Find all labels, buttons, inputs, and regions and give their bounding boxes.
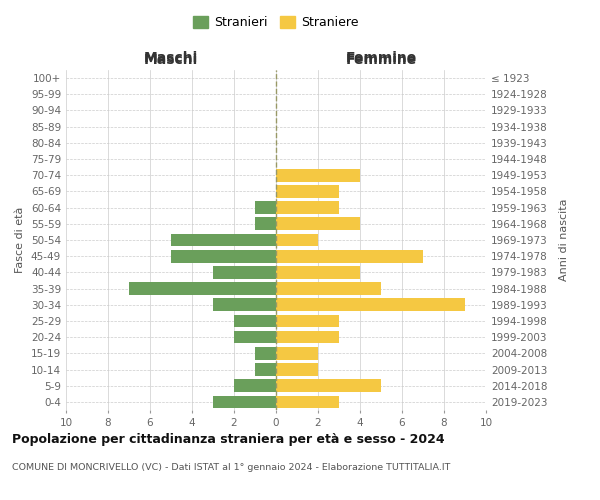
Bar xyxy=(276,266,360,278)
Bar xyxy=(276,363,318,376)
Bar xyxy=(255,363,276,376)
Text: Femmine: Femmine xyxy=(346,53,416,67)
Bar xyxy=(276,218,360,230)
Bar xyxy=(234,331,276,344)
Bar xyxy=(276,347,318,360)
Text: COMUNE DI MONCRIVELLO (VC) - Dati ISTAT al 1° gennaio 2024 - Elaborazione TUTTIT: COMUNE DI MONCRIVELLO (VC) - Dati ISTAT … xyxy=(12,462,451,471)
Bar xyxy=(276,314,339,328)
Bar xyxy=(276,250,423,262)
Bar xyxy=(171,250,276,262)
Bar xyxy=(276,202,339,214)
Y-axis label: Anni di nascita: Anni di nascita xyxy=(559,198,569,281)
Bar xyxy=(255,202,276,214)
Bar xyxy=(276,282,381,295)
Bar xyxy=(276,331,339,344)
Text: Maschi: Maschi xyxy=(144,53,198,67)
Bar xyxy=(213,266,276,278)
Y-axis label: Fasce di età: Fasce di età xyxy=(16,207,25,273)
Bar xyxy=(213,396,276,408)
Legend: Stranieri, Straniere: Stranieri, Straniere xyxy=(188,11,364,34)
Bar xyxy=(255,347,276,360)
Bar xyxy=(234,380,276,392)
Bar xyxy=(129,282,276,295)
Bar xyxy=(171,234,276,246)
Text: Femmine: Femmine xyxy=(346,51,416,65)
Bar xyxy=(213,298,276,311)
Bar xyxy=(234,314,276,328)
Bar xyxy=(276,396,339,408)
Bar xyxy=(276,234,318,246)
Text: Maschi: Maschi xyxy=(144,51,198,65)
Bar xyxy=(276,169,360,181)
Bar xyxy=(276,298,465,311)
Bar xyxy=(255,218,276,230)
Bar xyxy=(276,185,339,198)
Bar xyxy=(276,380,381,392)
Text: Popolazione per cittadinanza straniera per età e sesso - 2024: Popolazione per cittadinanza straniera p… xyxy=(12,432,445,446)
